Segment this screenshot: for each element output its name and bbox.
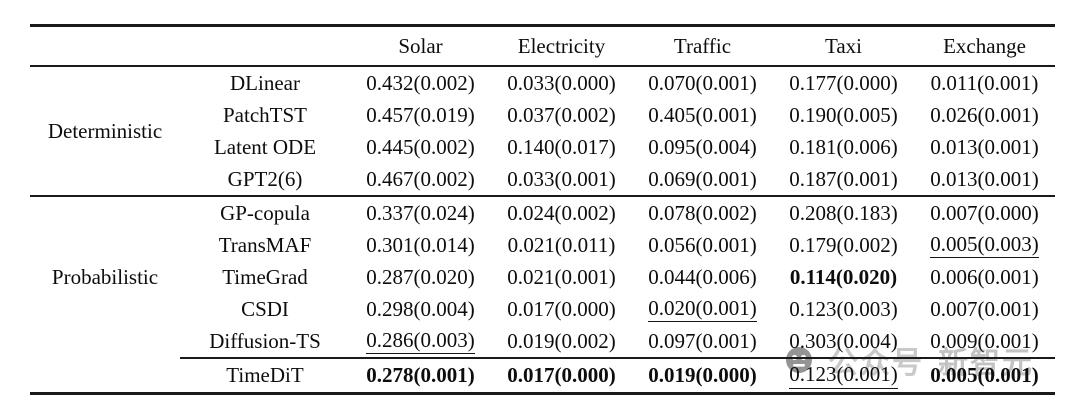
value-cell: 0.177(0.000) bbox=[789, 70, 898, 95]
value-cell: 0.405(0.001) bbox=[648, 102, 757, 127]
model-name-cell: GPT2(6) bbox=[180, 163, 350, 197]
model-name-cell: Latent ODE bbox=[213, 134, 317, 159]
header-exchange: Exchange bbox=[914, 25, 1055, 67]
group-label: Deterministic bbox=[30, 66, 180, 197]
table-row: TransMAF 0.301(0.014) 0.021(0.011) 0.056(0.… bbox=[30, 229, 1055, 261]
table-row: PatchTST 0.457(0.019) 0.037(0.002) 0.405(0.… bbox=[30, 99, 1055, 131]
header-solar: Solar bbox=[350, 25, 491, 67]
value-cell: 0.044(0.006) bbox=[648, 264, 757, 289]
value-cell: 0.069(0.001) bbox=[632, 163, 773, 197]
table-row: Deterministic DLinear 0.432(0.002) 0.033(0.… bbox=[30, 66, 1055, 197]
value-cell: 0.026(0.001) bbox=[930, 102, 1039, 127]
value-cell: 0.017(0.000) bbox=[507, 296, 616, 321]
value-cell: 0.179(0.002) bbox=[789, 232, 898, 257]
group-label: Probabilistic bbox=[51, 265, 159, 289]
value-cell: 0.123(0.001) bbox=[773, 357, 914, 394]
value-cell: 0.070(0.001) bbox=[648, 70, 757, 95]
underlined-value: 0.005(0.003) bbox=[930, 232, 1039, 259]
header-row: Solar Electricity Traffic Taxi Exchange bbox=[30, 25, 1055, 67]
value-cell: 0.278(0.001) bbox=[350, 357, 491, 394]
value-cell: 0.033(0.001) bbox=[491, 163, 632, 197]
value-cell: 0.033(0.000) bbox=[507, 70, 616, 95]
model-name-cell: Diffusion-TS bbox=[209, 328, 321, 353]
value-cell: 0.181(0.006) bbox=[789, 134, 898, 159]
value-cell: 0.021(0.001) bbox=[507, 264, 616, 289]
model-name-cell: TransMAF bbox=[218, 232, 312, 257]
table-row: Probabilistic GP-copula 0.337(0.024) 0.024(… bbox=[30, 196, 1055, 290]
model-name-cell: CSDI bbox=[241, 296, 289, 321]
value-cell: 0.095(0.004) bbox=[648, 134, 757, 159]
header-traffic: Traffic bbox=[632, 25, 773, 67]
value-cell: 0.187(0.001) bbox=[773, 163, 914, 197]
value-cell: 0.445(0.002) bbox=[366, 134, 475, 159]
group-empty-cell bbox=[30, 358, 180, 394]
header-empty-group bbox=[30, 25, 180, 67]
value-cell: 0.013(0.001) bbox=[930, 134, 1039, 159]
value-cell: 0.097(0.001) bbox=[648, 328, 757, 353]
value-cell: 0.005(0.001) bbox=[914, 357, 1055, 394]
value-cell: 0.432(0.002) bbox=[366, 70, 475, 95]
value-cell: 0.457(0.019) bbox=[366, 102, 475, 127]
table-row: Diffusion-TS 0.286(0.003) 0.019(0.002) 0.09… bbox=[30, 325, 1055, 358]
value-cell: 0.013(0.001) bbox=[914, 163, 1055, 197]
table-row: CSDI 0.298(0.004) 0.017(0.000) 0.020(0.001)… bbox=[30, 293, 1055, 325]
value-cell: 0.024(0.002) bbox=[507, 200, 616, 225]
value-cell: 0.007(0.001) bbox=[930, 296, 1039, 321]
value-cell: 0.078(0.002) bbox=[648, 200, 757, 225]
results-table-container: Solar Electricity Traffic Taxi Exchange … bbox=[30, 24, 1055, 395]
underlined-value: 0.286(0.003) bbox=[366, 328, 475, 355]
value-cell: 0.337(0.024) bbox=[366, 200, 475, 225]
underlined-value: 0.020(0.001) bbox=[648, 296, 757, 323]
model-name-cell: PatchTST bbox=[223, 102, 307, 127]
value-cell: 0.009(0.001) bbox=[930, 328, 1039, 353]
table-row: TimeGrad 0.287(0.020) 0.021(0.001) 0.044(0.… bbox=[30, 261, 1055, 293]
table-header: Solar Electricity Traffic Taxi Exchange bbox=[30, 25, 1055, 67]
table-row: GPT2(6) 0.467(0.002) 0.033(0.001) 0.069(0.0… bbox=[30, 163, 1055, 197]
value-cell: 0.019(0.002) bbox=[507, 328, 616, 353]
value-cell: 0.006(0.001) bbox=[930, 264, 1039, 289]
model-name-cell: GP-copula bbox=[220, 200, 310, 225]
value-cell: 0.037(0.002) bbox=[507, 102, 616, 127]
value-cell: 0.467(0.002) bbox=[350, 163, 491, 197]
value-cell: 0.056(0.001) bbox=[648, 232, 757, 257]
header-empty-model bbox=[180, 25, 350, 67]
value-cell: 0.020(0.001) bbox=[632, 293, 773, 325]
value-cell: 0.005(0.003) bbox=[914, 229, 1055, 261]
value-cell: 0.021(0.011) bbox=[507, 232, 616, 257]
value-cell: 0.286(0.003) bbox=[350, 325, 491, 358]
value-cell: 0.298(0.004) bbox=[366, 296, 475, 321]
value-cell: 0.019(0.000) bbox=[632, 357, 773, 394]
table-row: Latent ODE 0.445(0.002) 0.140(0.017) 0.095(… bbox=[30, 131, 1055, 163]
value-cell: 0.301(0.014) bbox=[366, 232, 475, 257]
value-cell: 0.287(0.020) bbox=[366, 264, 475, 289]
model-name-cell: DLinear bbox=[230, 70, 300, 95]
model-name-cell: TimeGrad bbox=[222, 264, 308, 289]
value-cell: 0.208(0.183) bbox=[789, 200, 898, 225]
value-cell: 0.123(0.003) bbox=[789, 296, 898, 321]
value-cell: 0.190(0.005) bbox=[789, 102, 898, 127]
value-cell: 0.011(0.001) bbox=[930, 70, 1039, 95]
value-cell: 0.303(0.004) bbox=[789, 328, 898, 353]
value-cell: 0.007(0.000) bbox=[930, 200, 1039, 225]
value-cell: 0.140(0.017) bbox=[507, 134, 616, 159]
model-name-cell: TimeDiT bbox=[180, 357, 350, 394]
header-taxi: Taxi bbox=[773, 25, 914, 67]
results-table: Solar Electricity Traffic Taxi Exchange … bbox=[30, 24, 1055, 395]
table-body: Deterministic DLinear 0.432(0.002) 0.033(0.… bbox=[30, 66, 1055, 394]
underlined-value: 0.123(0.001) bbox=[789, 363, 898, 389]
value-cell: 0.017(0.000) bbox=[491, 357, 632, 394]
summary-row: TimeDiT 0.278(0.001) 0.017(0.000) 0.019(0.0… bbox=[30, 357, 1055, 394]
value-cell: 0.114(0.020) bbox=[789, 264, 898, 289]
header-electricity: Electricity bbox=[491, 25, 632, 67]
